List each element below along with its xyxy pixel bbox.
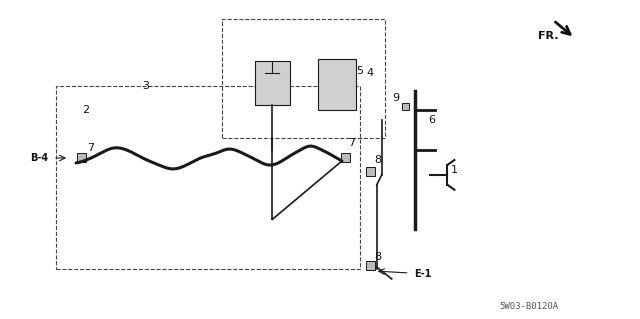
Text: 1: 1 [451,165,458,175]
Text: 5: 5 [356,66,364,76]
Text: 5W03-B0120A: 5W03-B0120A [500,302,559,311]
Bar [255,61,290,106]
Bar [402,103,408,110]
Bar [341,153,350,162]
Text: 3: 3 [142,81,149,91]
Text: 8: 8 [374,155,381,165]
Bar [56,85,360,269]
Bar [223,19,385,138]
Text: 9: 9 [392,93,399,102]
Text: B-4: B-4 [30,153,48,163]
Bar [318,59,356,110]
Bar [77,153,86,162]
Bar [366,167,375,176]
Text: 8: 8 [374,252,381,262]
Text: 2: 2 [83,106,90,115]
Text: FR.: FR. [538,31,558,41]
Text: E-1: E-1 [415,269,432,279]
Text: 6: 6 [428,115,435,125]
Text: 4: 4 [366,68,373,78]
Bar [366,261,375,270]
Text: 7: 7 [88,143,95,153]
Text: 7: 7 [348,138,355,148]
